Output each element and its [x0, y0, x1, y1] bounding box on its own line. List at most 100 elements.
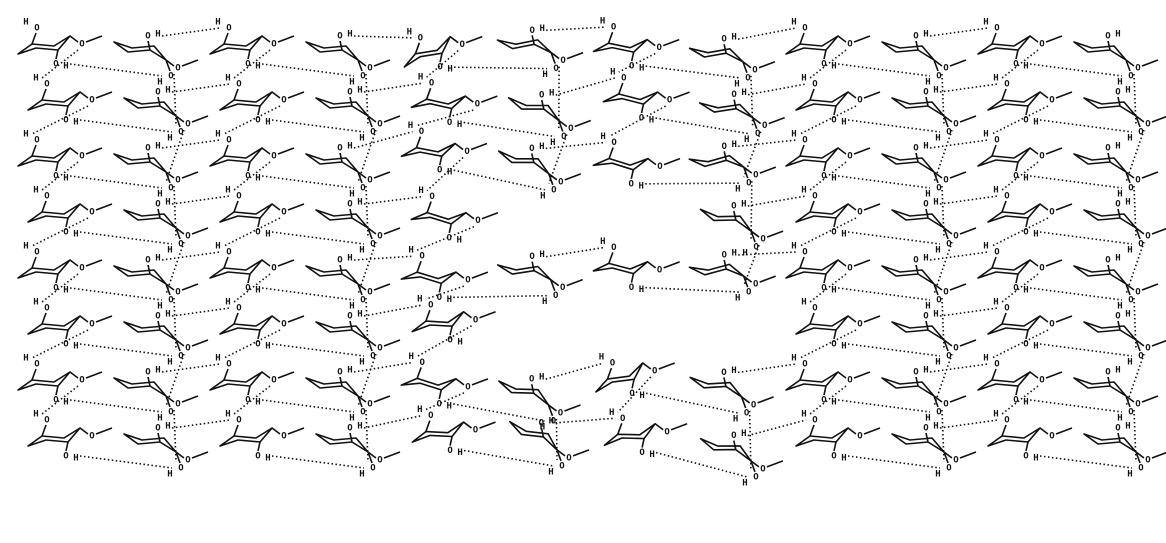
oxygen-label: O [1128, 408, 1134, 418]
glycosidic-bond [85, 35, 103, 43]
substituent-bond [799, 256, 805, 269]
glucose-ring [977, 147, 1031, 167]
hydrogen-label: H [215, 242, 220, 252]
hydrogen-label: H [408, 352, 413, 362]
hydrogen-label: H [165, 422, 170, 432]
hydrogen-label: H [457, 235, 462, 245]
oxygen-label: O [1023, 340, 1029, 350]
substituent-bond [1001, 312, 1007, 325]
oxygen-label: O [1023, 228, 1029, 238]
glycosidic-bond [1045, 259, 1063, 267]
oxygen-label: O [377, 120, 383, 130]
glucose-ring [977, 371, 1031, 391]
oxygen-label: O [847, 376, 853, 386]
substituent-bond [1117, 96, 1121, 107]
oxygen-label: O [1138, 464, 1144, 474]
glycosidic-bond [572, 449, 590, 457]
glycosidic-bond [1045, 147, 1063, 155]
oxygen-label: O [558, 177, 564, 187]
substituent-bond [618, 82, 624, 95]
glycosidic-bond [277, 35, 295, 43]
hydrogen-label: H [600, 237, 605, 247]
oxygen-label: O [168, 72, 174, 82]
glycosidic-bond [933, 395, 943, 403]
hydrogen-bond [69, 175, 163, 189]
hydrogen-bond [261, 63, 355, 77]
glycosidic-bond [642, 362, 652, 370]
hydrogen-bond [991, 105, 1049, 135]
glycosidic-bond [165, 395, 175, 403]
oxygen-label: O [429, 192, 435, 202]
hydrogen-label: H [539, 24, 544, 34]
oxygen-label: O [255, 116, 261, 126]
hydrogen-bond [271, 455, 365, 469]
glycosidic-bond [191, 451, 209, 459]
oxygen-label: O [255, 452, 261, 462]
glucose-ring [881, 377, 935, 397]
substituent-bond [1117, 320, 1121, 331]
oxygen-label: O [79, 40, 85, 50]
hydrogen-label: H [408, 246, 413, 256]
oxygen-label: O [1145, 120, 1151, 130]
glycosidic-bond [1141, 171, 1159, 179]
glucose-ring [987, 315, 1041, 335]
oxygen-label: O [89, 208, 95, 218]
glycosidic-bond [564, 404, 581, 412]
oxygen-label: O [746, 179, 752, 189]
oxygen-label: O [168, 296, 174, 306]
substituent-bond [549, 279, 556, 291]
substituent-bond [630, 273, 635, 283]
glycosidic-bond [287, 203, 305, 211]
substituent-bond [367, 451, 373, 464]
substituent-bond [1107, 264, 1111, 275]
hydrogen-bond [837, 287, 931, 301]
oxygen-label: O [610, 359, 616, 369]
glycosidic-bond [85, 259, 103, 267]
substituent-bond [339, 264, 343, 275]
hydrogen-bond [847, 343, 941, 357]
oxygen-label: O [936, 184, 942, 194]
hydrogen-label: H [347, 142, 352, 152]
glycosidic-bond [768, 116, 785, 125]
glucose-ring [509, 420, 558, 451]
hydrogen-label: H [349, 78, 354, 88]
oxygen-label: O [1049, 320, 1055, 330]
hydrogen-label: H [609, 408, 614, 418]
substituent-bond [357, 283, 363, 296]
substituent-bond [65, 105, 69, 116]
hydrogen-bond [1133, 185, 1137, 239]
oxygen-label: O [1115, 88, 1121, 98]
substituent-bond [1015, 273, 1019, 284]
hydrogen-bond [233, 49, 271, 79]
glycosidic-bond [69, 35, 79, 43]
hydrogen-bond [939, 83, 999, 93]
oxygen-label: O [953, 456, 959, 466]
oxygen-label: O [936, 296, 942, 306]
glycosidic-bond [465, 212, 475, 220]
substituent-bond [1125, 59, 1131, 72]
hydrogen-label: H [639, 181, 644, 191]
substituent-bond [833, 105, 837, 116]
substituent-bond [415, 136, 422, 148]
hydrogen-label: H [167, 470, 172, 480]
hydrogen-bond [645, 392, 738, 414]
substituent-bond [530, 153, 535, 163]
hydrogen-label: H [801, 298, 806, 308]
glucose-ring [400, 377, 457, 391]
glucose-ring [592, 38, 648, 53]
substituent-bond [540, 99, 545, 110]
glycosidic-bond [959, 115, 977, 123]
glucose-ring [315, 321, 369, 341]
oxygen-label: O [337, 144, 343, 154]
substituent-bond [367, 227, 373, 240]
oxygen-label: O [943, 400, 949, 410]
hydrogen-label: H [983, 130, 988, 140]
oxygen-label: O [236, 416, 242, 426]
hydrogen-label: H [925, 190, 930, 200]
oxygen-label: O [753, 243, 759, 253]
substituent-bond [915, 152, 919, 163]
oxygen-label: O [946, 464, 952, 474]
glycosidic-bond [271, 91, 281, 99]
substituent-bond [833, 217, 837, 228]
oxygen-label: O [271, 152, 277, 162]
